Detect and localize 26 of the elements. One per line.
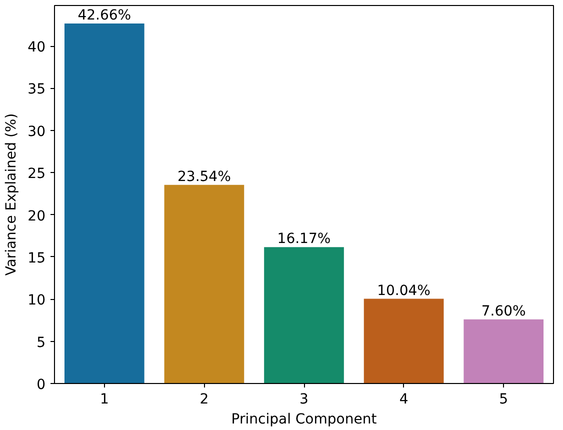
data-label: 23.54% (178, 168, 231, 185)
x-tick-label: 5 (499, 392, 508, 408)
x-tick-label: 4 (399, 392, 408, 408)
x-tick-label: 2 (200, 392, 209, 408)
y-axis-title: Variance Explained (%) (4, 113, 20, 276)
data-label: 16.17% (277, 231, 331, 248)
y-tick-label: 10 (28, 292, 46, 309)
y-tick-label: 25 (28, 166, 46, 182)
bar (464, 319, 544, 384)
x-tick-label: 3 (300, 392, 308, 408)
x-tick-label: 1 (100, 392, 109, 408)
data-label: 7.60% (481, 303, 526, 320)
data-label: 42.66% (78, 8, 132, 24)
bar (364, 298, 444, 384)
y-tick-label: 15 (28, 250, 46, 266)
y-tick-label: 5 (36, 334, 46, 351)
y-tick-label: 40 (28, 40, 46, 56)
bar (264, 247, 344, 384)
y-tick-label: 35 (28, 82, 46, 98)
y-tick-label: 20 (28, 208, 46, 224)
data-label: 10.04% (377, 282, 430, 299)
y-tick-label: 0 (36, 377, 46, 393)
x-axis-title: Principal Component (231, 412, 378, 428)
bar (164, 184, 244, 384)
y-tick-label: 30 (28, 124, 46, 140)
bar (64, 24, 144, 384)
